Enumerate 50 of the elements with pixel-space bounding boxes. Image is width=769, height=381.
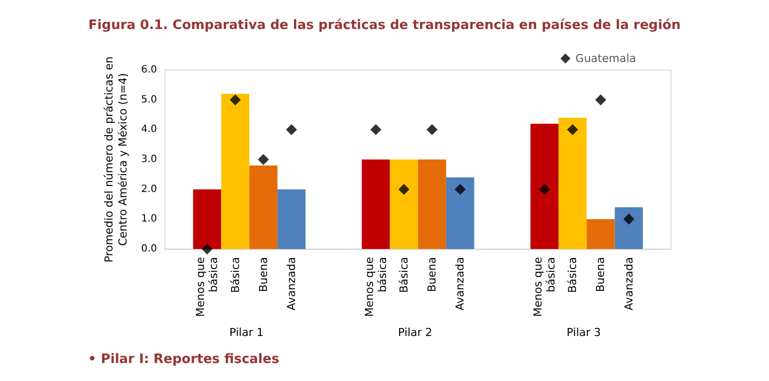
point [567,124,578,136]
y-axis-title: Promedio del número de prácticas en Centro América y México (n=4) [102,56,130,263]
x-tick-label: Avanzada [285,257,298,310]
bar [362,160,390,249]
text: Pilar 3 [566,326,601,339]
y-tick-label: 4.0 [141,124,157,136]
y-tick-label: 3.0 [141,154,157,165]
chart-title: Figura 0.1. Comparativa de las prácticas de transparencia en países de la región [88,18,681,33]
point [426,124,438,136]
bar [193,189,222,249]
x-tick-label: Básica [397,257,410,293]
x-tick-label: Avanzada [454,257,467,310]
y-tick-label: 5.0 [141,94,157,106]
bar [530,124,559,249]
bar [586,219,615,249]
y-tick-label: 2.0 [141,184,157,195]
x-tick-label: Menos que básica [532,256,558,317]
y-tick-label: 6.0 [141,64,157,76]
bar [390,160,418,249]
point [370,124,382,136]
bar [249,165,278,249]
x-tick-label: Básica [566,257,580,293]
text: • Pilar I: Reportes fiscales [88,352,280,367]
bar [614,207,643,249]
point [230,94,241,106]
text: Pilar 1 [229,326,264,339]
bar [418,160,446,249]
point [623,214,634,225]
point [258,154,269,165]
point [595,94,606,106]
x-tick-label: Buena [256,257,270,292]
y-tick-label: 1.0 [141,214,157,225]
point [539,184,550,195]
x-tick-label: Menos que básica [194,256,220,317]
bar [446,177,474,249]
legend-label: Guatemala [575,52,636,65]
x-tick-label: Buena [594,257,608,292]
point [202,244,213,254]
bar [558,118,587,249]
x-tick-label: Menos que básica [362,256,389,317]
x-tick-label: Buena [426,257,439,292]
point [454,184,466,195]
text: Pilar 2 [398,326,432,339]
point [398,184,410,195]
bar [221,94,250,249]
x-tick-label: Básica [228,257,242,293]
bar [277,189,306,249]
x-tick-label: Avanzada [622,257,636,310]
point [286,124,297,136]
y-tick-label: 0.0 [141,244,157,254]
